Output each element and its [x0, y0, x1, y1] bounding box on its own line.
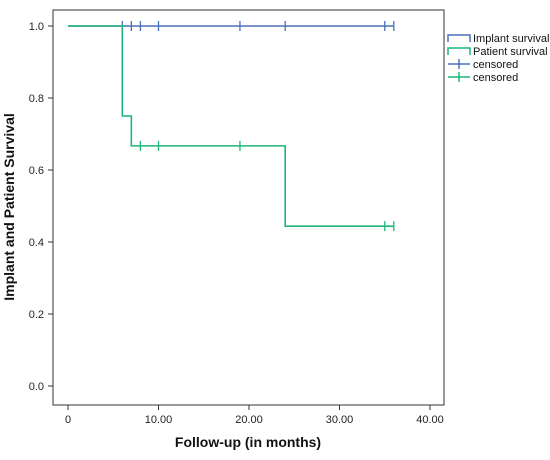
plot-frame: [52, 9, 445, 406]
x-tick-label: 20.00: [235, 414, 263, 426]
legend-label: censored: [473, 59, 518, 71]
patient-survival-curve: [68, 25, 394, 227]
x-tick-label: 40.00: [416, 414, 444, 426]
y-tick-label: 1.0: [29, 21, 44, 33]
x-axis-label: Follow-up (in months): [175, 434, 321, 450]
legend-label: Patient survival: [473, 46, 548, 58]
y-tick-label: 0.6: [29, 165, 44, 177]
legend-step-swatch: [447, 34, 471, 42]
y-tick-label: 0.8: [29, 93, 44, 105]
legend-label: Implant survival: [473, 33, 549, 45]
legend-label: censored: [473, 72, 518, 84]
x-tick-label: 30.00: [326, 414, 354, 426]
y-tick-label: 0.4: [29, 237, 44, 249]
y-tick-label: 0.0: [29, 381, 44, 393]
legend-step-swatch: [447, 47, 471, 55]
x-tick-label: 0: [65, 414, 71, 426]
y-tick-label: 0.2: [29, 309, 44, 321]
x-tick-label: 10.00: [145, 414, 173, 426]
y-axis-label: Implant and Patient Survival: [1, 113, 17, 301]
